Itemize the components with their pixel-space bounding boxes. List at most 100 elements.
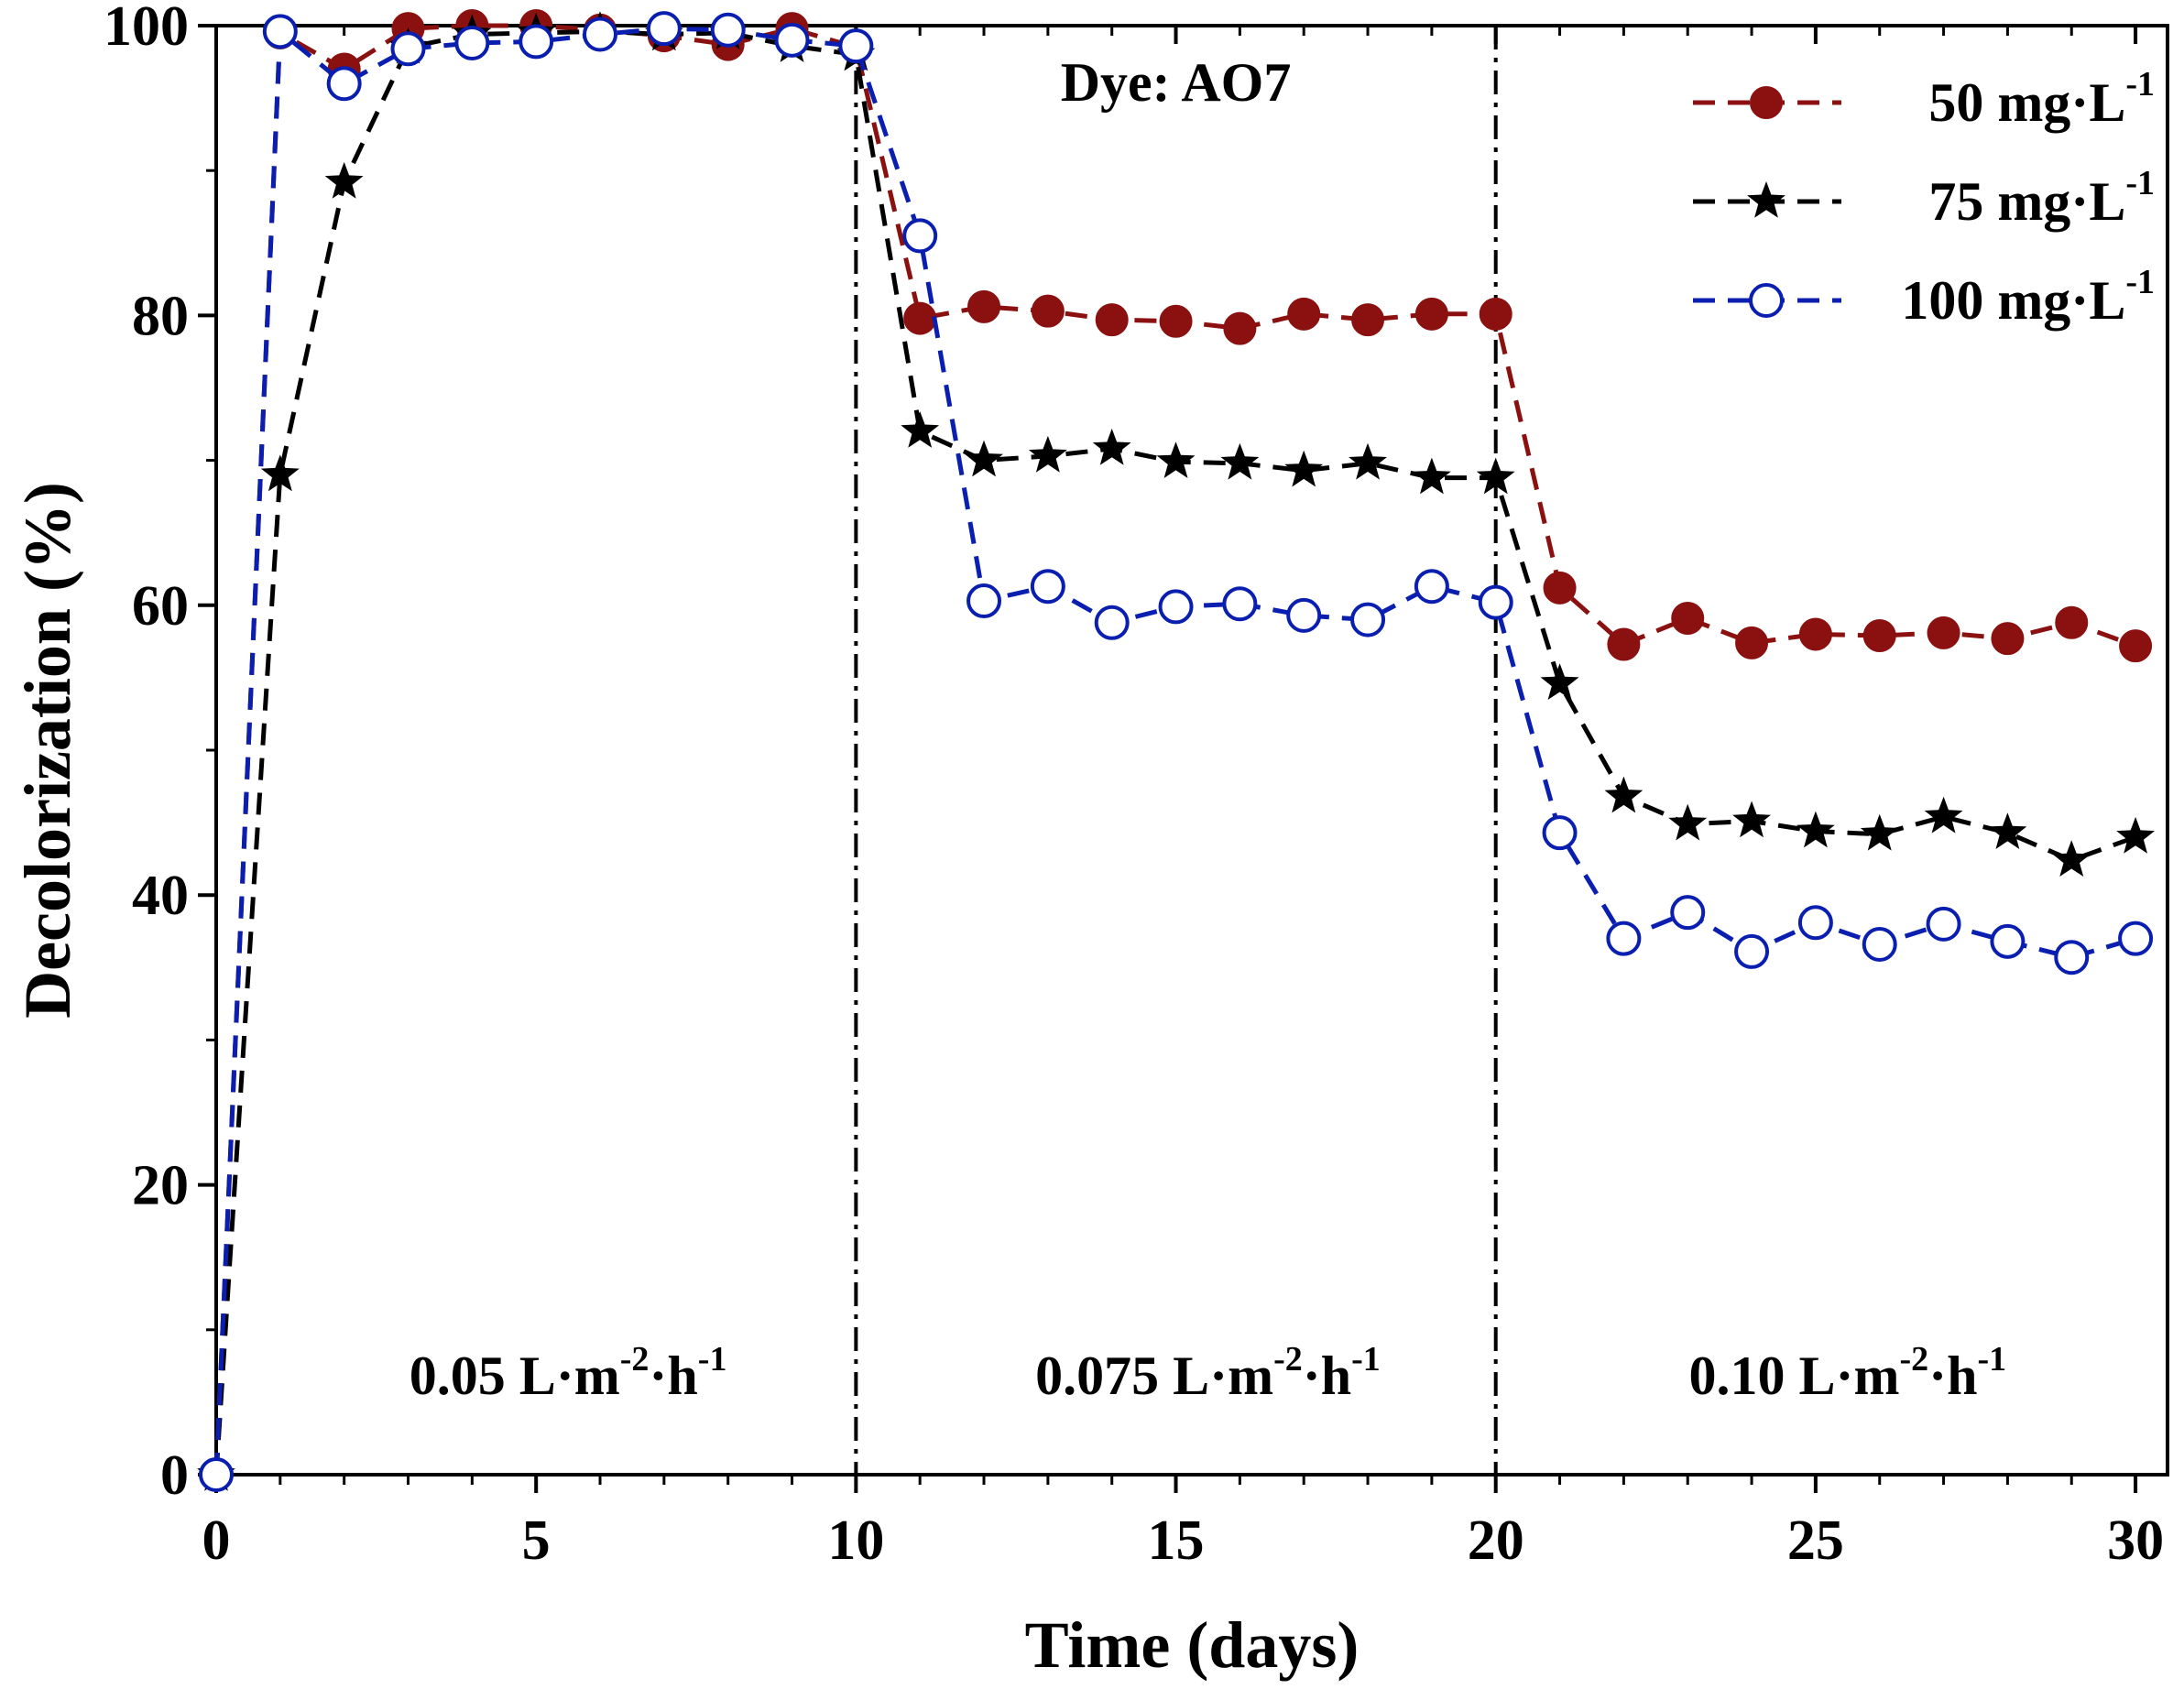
data-point bbox=[1926, 906, 1961, 942]
data-point bbox=[1351, 303, 1385, 337]
data-point bbox=[1220, 442, 1260, 480]
data-point bbox=[1796, 811, 1835, 848]
data-point bbox=[454, 25, 490, 60]
data-point bbox=[1413, 457, 1451, 495]
data-point bbox=[2054, 940, 2090, 975]
data-point bbox=[1607, 627, 1641, 661]
data-point bbox=[967, 289, 1001, 323]
y-tick-label: 100 bbox=[104, 0, 189, 58]
y-tick-label: 40 bbox=[132, 865, 189, 927]
data-point bbox=[1350, 602, 1386, 638]
data-point bbox=[1478, 584, 1513, 620]
y-tick-label: 20 bbox=[132, 1155, 189, 1217]
data-point bbox=[324, 161, 364, 199]
legend-item: 100 mg·L-1 bbox=[1693, 263, 2155, 331]
data-point bbox=[1095, 303, 1129, 337]
series-line bbox=[213, 26, 2136, 1476]
data-point bbox=[583, 16, 618, 52]
x-tick-label: 15 bbox=[1148, 1509, 1205, 1572]
series-1 bbox=[200, 9, 2153, 1491]
data-point bbox=[1476, 457, 1515, 495]
data-point bbox=[1031, 294, 1065, 328]
legend: 50 mg·L-1 75 mg·L-1 100 mg·L-1 bbox=[1693, 65, 2155, 331]
legend-label: 50 mg·L-1 bbox=[1928, 65, 2155, 133]
data-point bbox=[965, 440, 1003, 477]
data-point bbox=[1349, 442, 1387, 480]
series-3 bbox=[199, 11, 2154, 1492]
x-tick-label: 10 bbox=[827, 1509, 884, 1572]
data-point bbox=[1092, 428, 1131, 465]
data-point bbox=[1991, 622, 2025, 656]
data-point bbox=[326, 66, 362, 102]
axis-ticks: 0 5 10 15 20 25 30 0 20 40 60 80 100 bbox=[104, 0, 2164, 1572]
x-tick-label: 30 bbox=[2107, 1509, 2164, 1572]
data-point bbox=[646, 11, 682, 47]
data-point bbox=[2118, 921, 2154, 956]
data-point bbox=[1735, 626, 1769, 659]
data-point bbox=[1223, 311, 1257, 345]
data-point bbox=[1924, 796, 1963, 834]
series-2 bbox=[197, 11, 2155, 1491]
data-point bbox=[1797, 905, 1833, 941]
data-point bbox=[901, 411, 940, 448]
data-point bbox=[1798, 617, 1832, 651]
data-point bbox=[1988, 812, 2027, 849]
data-point bbox=[1862, 619, 1896, 653]
data-point bbox=[2119, 629, 2153, 663]
series-line bbox=[213, 28, 2136, 1476]
phase-divider-layer bbox=[854, 26, 1498, 1475]
x-tick-label: 0 bbox=[202, 1509, 231, 1572]
y-tick-label: 60 bbox=[132, 575, 189, 638]
data-point bbox=[1671, 602, 1705, 636]
data-point bbox=[1284, 450, 1324, 487]
data-point bbox=[1862, 926, 1897, 962]
data-point bbox=[260, 454, 300, 492]
phase-label: 0.075 L·m-2·h-1 bbox=[1035, 1340, 1381, 1406]
annotations: Dye: AO7 0.05 L·m-2·h-1 0.075 L·m-2·h-1 0.… bbox=[410, 52, 2006, 1406]
data-point bbox=[1156, 441, 1196, 478]
data-point bbox=[710, 12, 746, 48]
phase-label: 0.10 L·m-2·h-1 bbox=[1688, 1340, 2006, 1406]
legend-item: 50 mg·L-1 bbox=[1693, 65, 2155, 133]
data-point bbox=[902, 218, 938, 254]
data-point bbox=[1158, 589, 1194, 625]
data-point bbox=[903, 301, 937, 335]
data-point bbox=[1604, 776, 1643, 813]
data-point bbox=[1094, 605, 1130, 640]
data-point bbox=[519, 24, 554, 60]
data-point bbox=[1543, 571, 1577, 605]
data-point bbox=[1222, 586, 1258, 622]
data-point bbox=[1668, 803, 1708, 841]
y-tick-label: 80 bbox=[132, 285, 189, 347]
phase-label: 0.05 L·m-2·h-1 bbox=[410, 1340, 727, 1406]
x-tick-label: 20 bbox=[1468, 1509, 1524, 1572]
data-point bbox=[966, 583, 1002, 619]
data-point bbox=[2052, 840, 2091, 877]
legend-label: 75 mg·L-1 bbox=[1928, 164, 2155, 232]
data-point bbox=[1028, 435, 1067, 473]
series-line bbox=[213, 23, 2136, 1476]
legend-item: 75 mg·L-1 bbox=[1693, 164, 2155, 232]
data-point bbox=[390, 31, 426, 67]
data-point bbox=[838, 28, 874, 64]
legend-marker bbox=[1747, 181, 1785, 218]
data-point bbox=[262, 14, 298, 49]
x-tick-label: 5 bbox=[522, 1509, 551, 1572]
data-point bbox=[1540, 663, 1579, 700]
data-point bbox=[1542, 815, 1578, 851]
plot-frame bbox=[214, 24, 2169, 1477]
data-point bbox=[1732, 801, 1771, 838]
data-point bbox=[774, 22, 810, 58]
dye-annotation: Dye: AO7 bbox=[1061, 52, 1292, 113]
data-point bbox=[1414, 569, 1449, 605]
data-point bbox=[1030, 569, 1065, 605]
data-point bbox=[1990, 923, 2026, 959]
data-point bbox=[1286, 597, 1322, 633]
data-point bbox=[1287, 297, 1321, 331]
legend-label: 100 mg·L-1 bbox=[1901, 263, 2155, 331]
data-point bbox=[1670, 895, 1706, 931]
y-tick-label: 0 bbox=[160, 1444, 189, 1507]
data-point bbox=[1414, 297, 1448, 331]
data-point bbox=[2055, 605, 2089, 639]
